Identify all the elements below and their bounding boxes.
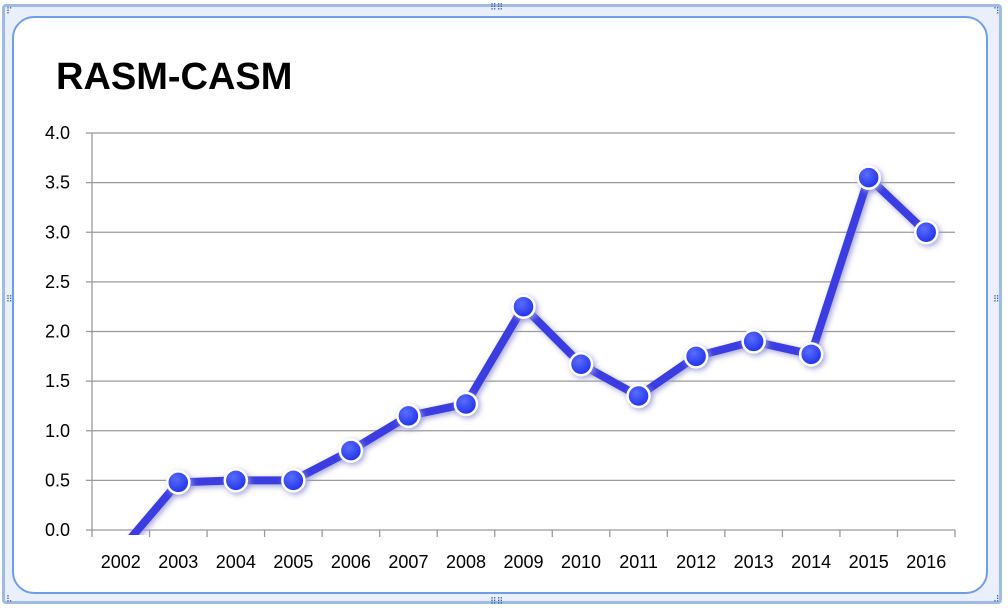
data-point-2013[interactable] <box>741 329 766 354</box>
y-tick-label: 1.5 <box>45 371 70 391</box>
x-tick-label: 2012 <box>676 552 716 572</box>
data-point-2003[interactable] <box>166 470 191 495</box>
data-point-2007[interactable] <box>396 403 421 429</box>
x-tick-label: 2004 <box>216 552 256 572</box>
data-point-2015[interactable] <box>856 165 881 190</box>
right-resize-handle[interactable]: ⠿ <box>993 295 1000 305</box>
x-tick-label: 2009 <box>503 552 543 572</box>
x-tick-label: 2010 <box>561 552 601 572</box>
x-tick-label: 2005 <box>273 552 313 572</box>
y-tick-label: 3.5 <box>45 173 70 193</box>
data-point-2016[interactable] <box>913 220 939 245</box>
data-point-2008[interactable] <box>453 391 479 417</box>
x-tick-labels: 2002 2003 2004 2005 2006 2007 2008 2009 2010 2011… <box>101 552 947 572</box>
x-tick-label: 2016 <box>906 552 946 572</box>
x-tick-label: 2014 <box>791 552 831 572</box>
y-tick-label: 0.5 <box>45 470 70 490</box>
y-tick-label: 3.0 <box>45 222 70 242</box>
x-tick-label: 2011 <box>619 552 658 572</box>
data-point-2009[interactable] <box>511 294 536 319</box>
x-tick-label: 2003 <box>158 552 198 572</box>
series-markers <box>166 165 939 495</box>
bottom-left-resize-handle[interactable]: ⠧ <box>6 595 13 605</box>
data-point-2014[interactable] <box>798 342 824 367</box>
bottom-right-resize-handle[interactable]: ⠼ <box>993 595 1000 605</box>
y-tick-label: 0.0 <box>45 520 70 540</box>
x-tick-label: 2008 <box>446 552 486 572</box>
top-resize-handle[interactable]: ⠿⠿ <box>490 3 504 13</box>
data-point-2006[interactable] <box>338 438 364 463</box>
left-resize-handle[interactable]: ⠿ <box>6 295 13 305</box>
y-tick-label: 1.0 <box>45 421 70 441</box>
x-tick-label: 2002 <box>101 552 141 572</box>
y-tick-label: 2.5 <box>45 272 70 292</box>
data-point-2010[interactable] <box>568 352 594 377</box>
grid-lines <box>92 132 955 482</box>
bottom-resize-handle[interactable]: ⠿⠿ <box>490 597 504 607</box>
top-right-resize-handle[interactable]: ⠹ <box>993 7 1000 17</box>
x-tick-label: 2007 <box>388 552 428 572</box>
data-point-2005[interactable] <box>281 468 306 493</box>
y-tick-label: 4.0 <box>45 123 70 143</box>
y-tick-labels: 0.0 0.5 1.0 1.5 2.0 2.5 3.0 3.5 4.0 <box>45 123 70 540</box>
x-tick-label: 2006 <box>331 552 371 572</box>
data-point-2012[interactable] <box>683 344 709 369</box>
y-tick-label: 2.0 <box>45 322 70 342</box>
top-left-resize-handle[interactable]: ⠏ <box>6 7 13 17</box>
x-tick-label: 2015 <box>849 552 889 572</box>
data-point-2011[interactable] <box>626 383 651 409</box>
axes <box>86 132 956 537</box>
data-point-2004[interactable] <box>223 468 249 493</box>
chart-title: RASM-CASM <box>56 56 293 98</box>
x-tick-label: 2013 <box>734 552 774 572</box>
